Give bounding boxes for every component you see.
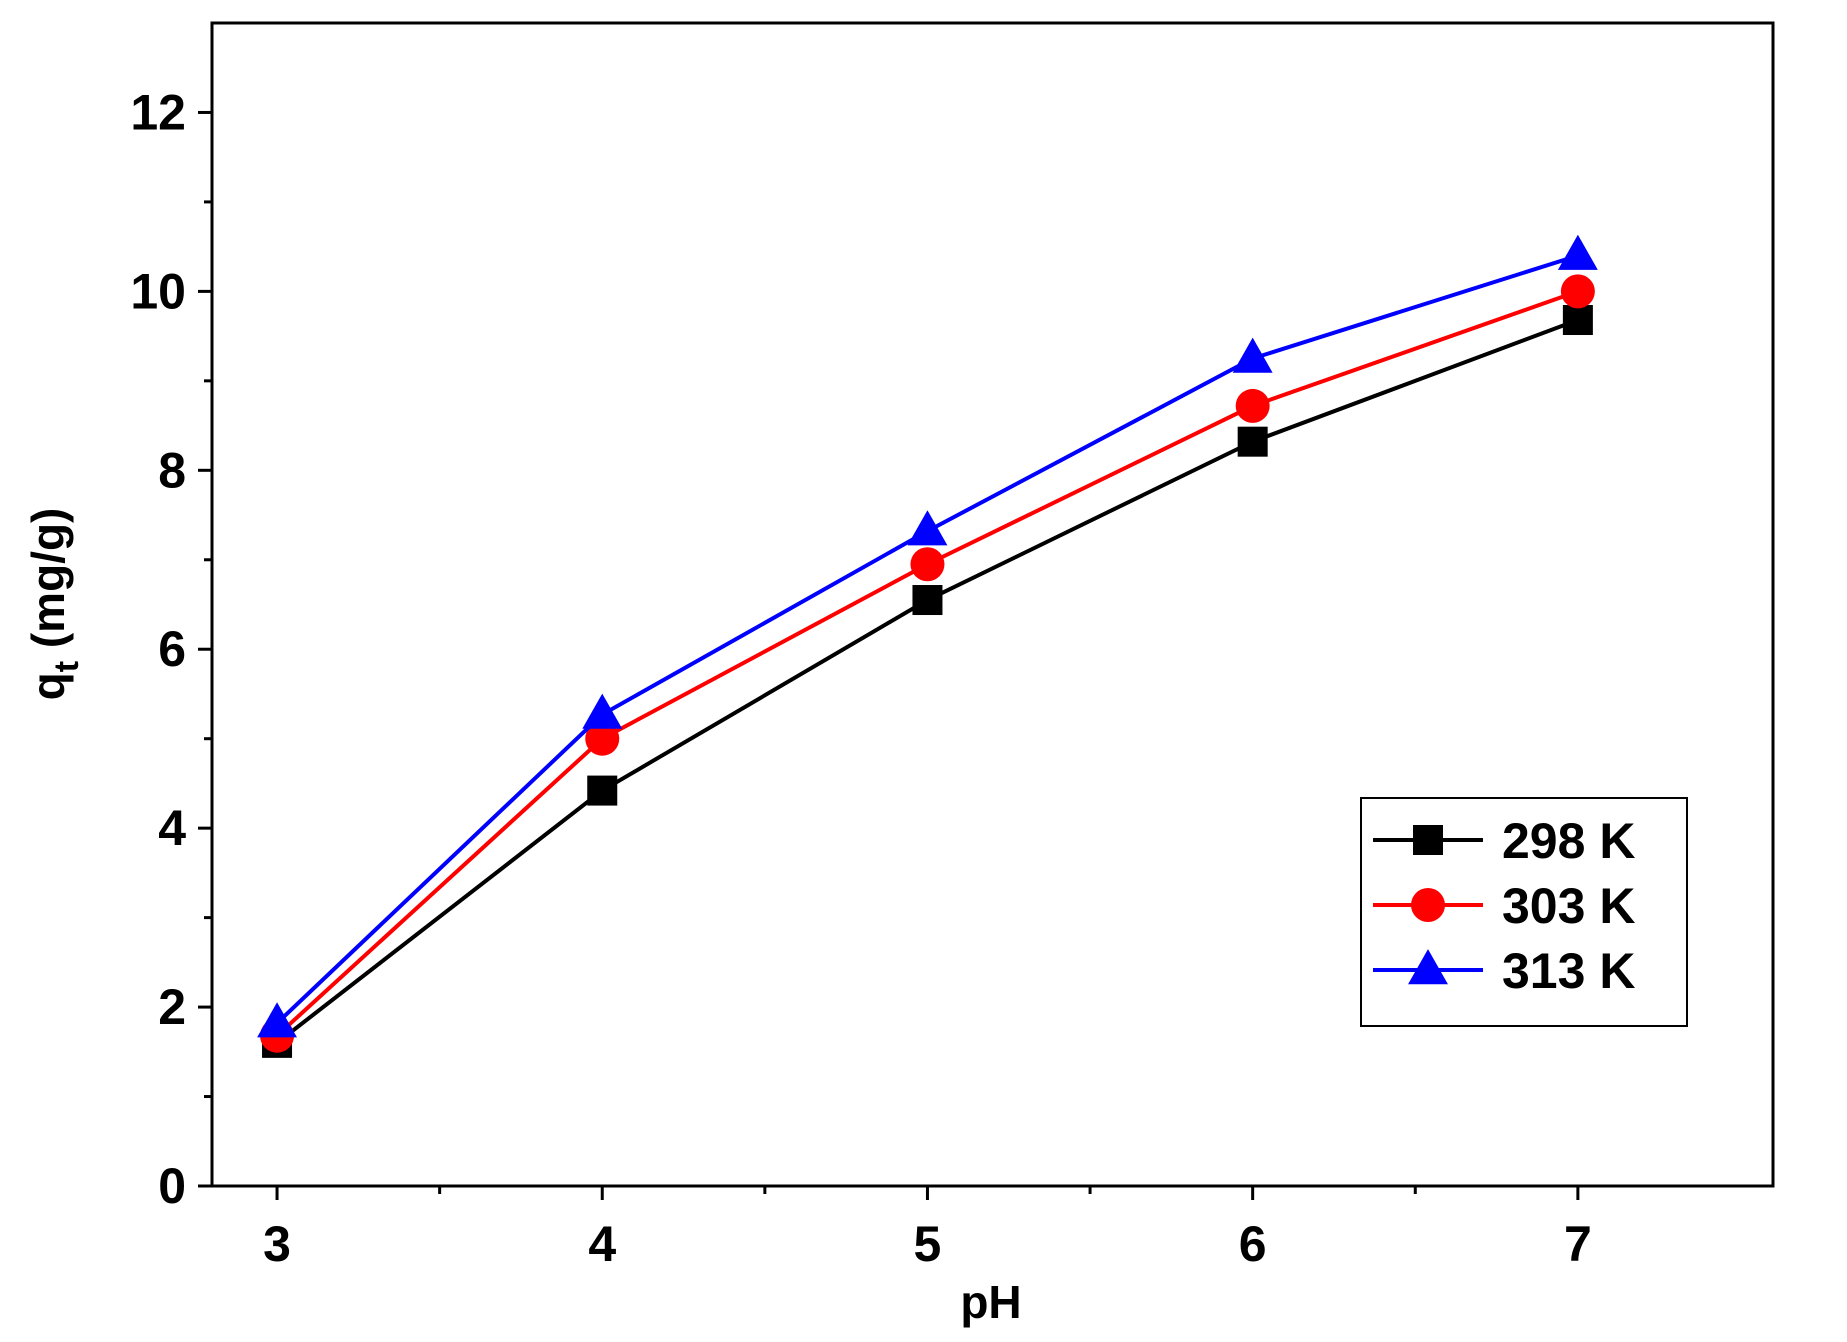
series-layer [257, 234, 1598, 1058]
data-point [1560, 274, 1595, 309]
x-axis-title: pH [960, 1276, 1021, 1328]
x-axis-ticks: 3 4 5 6 7 [263, 1186, 1592, 1272]
data-point [912, 585, 943, 616]
y-tick-label: 2 [158, 979, 186, 1035]
data-point [1562, 305, 1593, 336]
y-tick-label: 6 [158, 621, 186, 677]
plot-frame [210, 21, 1775, 1188]
y-tick-label: 12 [130, 84, 186, 140]
y-tick-label: 8 [158, 442, 186, 498]
y-tick-label: 4 [158, 800, 186, 856]
legend-label: 298 K [1502, 813, 1635, 869]
data-point [585, 721, 620, 756]
legend-label: 303 K [1502, 878, 1635, 934]
data-point [257, 1002, 297, 1038]
legend-marker [1408, 949, 1448, 985]
data-point [1235, 388, 1270, 423]
legend-marker [1411, 888, 1445, 922]
legend-item: 298 K [1373, 813, 1635, 869]
data-point [1237, 426, 1268, 457]
legend-marker [1413, 825, 1443, 855]
legend-item: 313 K [1373, 943, 1635, 999]
legend: 298 K 303 K 313 K [1360, 797, 1688, 1027]
x-tick-label: 4 [588, 1216, 616, 1272]
y-tick-label: 0 [158, 1158, 186, 1214]
data-point [907, 510, 948, 546]
series-2 [257, 234, 1598, 1038]
x-tick-label: 6 [1239, 1216, 1267, 1272]
legend-item: 303 K [1373, 878, 1635, 934]
data-point [587, 775, 618, 806]
y-axis-title-subscript: t [48, 661, 86, 672]
y-axis-ticks: 0 2 4 6 8 10 12 [130, 84, 212, 1214]
y-tick-label: 10 [130, 263, 186, 319]
y-axis-title-main: q [22, 672, 74, 700]
x-tick-label: 7 [1564, 1216, 1592, 1272]
data-point [1232, 337, 1273, 373]
y-axis-title: qt (mg/g) [22, 508, 86, 701]
data-point [582, 693, 623, 729]
data-point [1557, 234, 1598, 270]
x-tick-label: 5 [914, 1216, 942, 1272]
legend-label: 313 K [1502, 943, 1635, 999]
y-axis-title-unit: (mg/g) [22, 508, 74, 661]
data-point [910, 547, 945, 582]
x-tick-label: 3 [263, 1216, 291, 1272]
